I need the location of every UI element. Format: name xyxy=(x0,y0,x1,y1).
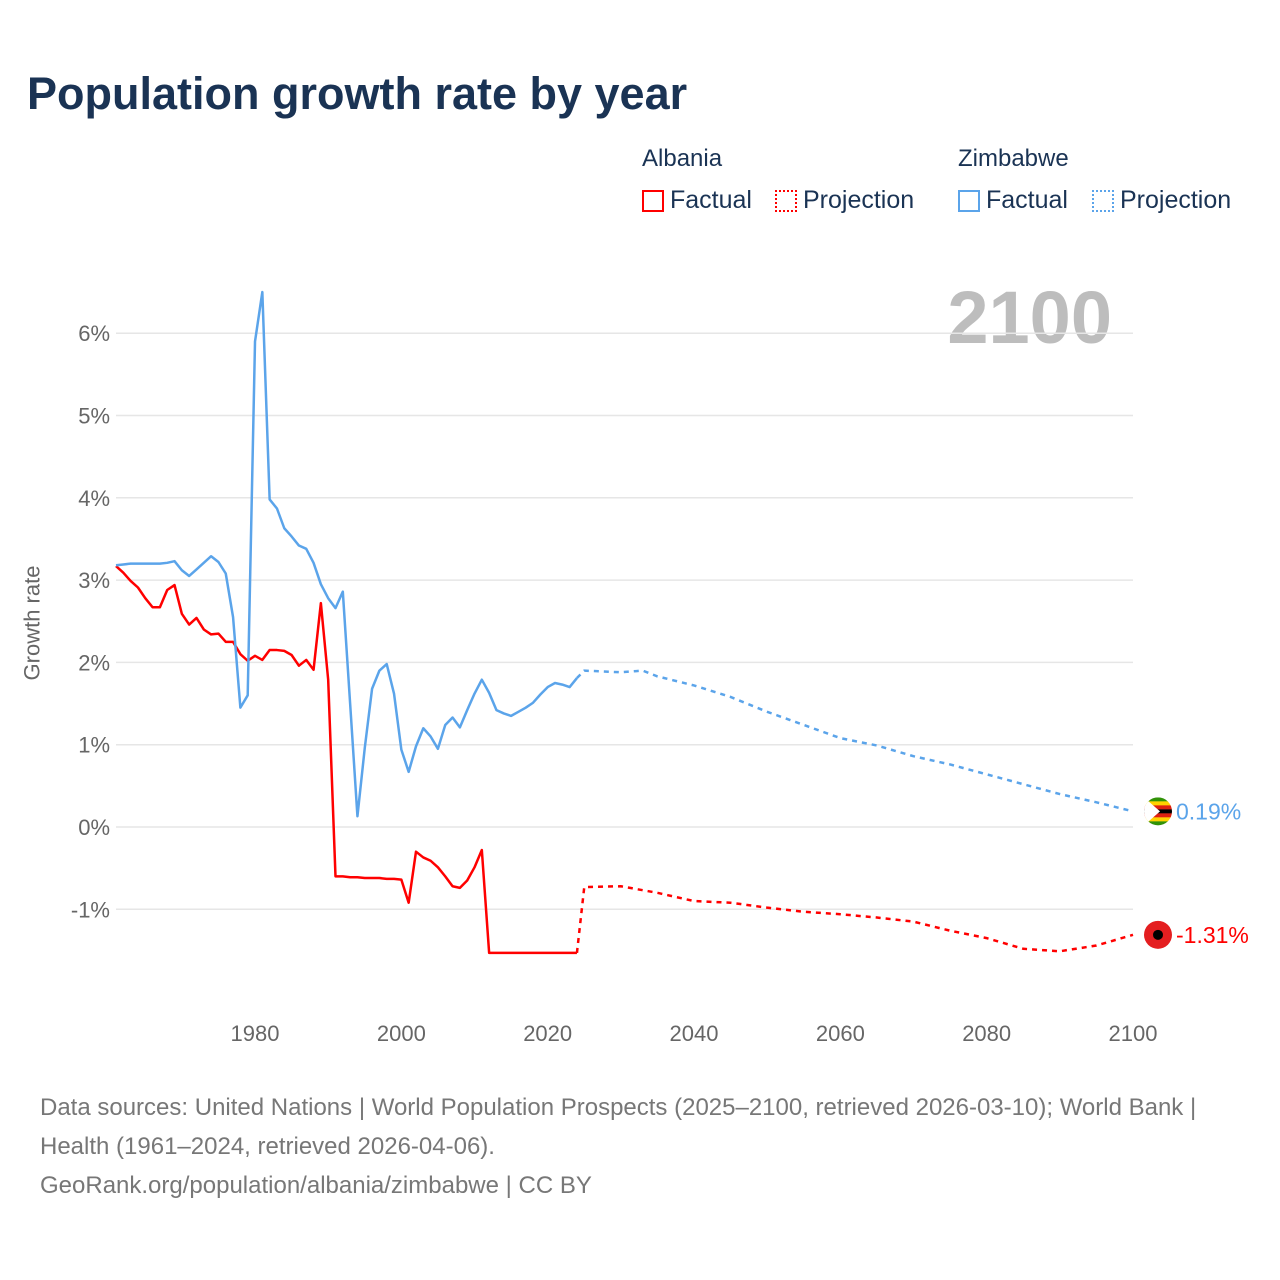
x-tick-label: 2000 xyxy=(377,1021,426,1046)
y-tick-label: 0% xyxy=(78,815,110,840)
legend-group-albania: Albania xyxy=(642,145,723,172)
legend-label: Projection xyxy=(1120,186,1232,214)
y-tick-label: 1% xyxy=(78,733,110,758)
flag-stripe xyxy=(1144,813,1172,818)
x-tick-label: 2060 xyxy=(816,1021,865,1046)
y-tick-label: -1% xyxy=(71,897,110,922)
footer: Data sources: United Nations | World Pop… xyxy=(40,1088,1230,1205)
flag-stripe xyxy=(1144,821,1172,826)
y-tick-label: 4% xyxy=(78,486,110,511)
flag-triangle xyxy=(1144,797,1160,826)
flag-stripe xyxy=(1144,805,1172,810)
flag-stripe xyxy=(1144,817,1172,822)
chart-title: Population growth rate by year xyxy=(27,68,688,119)
x-tick-label: 2100 xyxy=(1109,1021,1158,1046)
legend-swatch xyxy=(958,189,980,212)
x-tick-label: 2020 xyxy=(523,1021,572,1046)
legend-label: Factual xyxy=(670,186,752,214)
y-tick-label: 6% xyxy=(78,321,110,346)
legend-albania-factual[interactable]: Factual xyxy=(642,186,752,215)
legend-group-zimbabwe: Zimbabwe xyxy=(958,145,1069,172)
end-value-label: 0.19% xyxy=(1176,798,1241,824)
x-tick-label: 1980 xyxy=(231,1021,280,1046)
legend-swatch xyxy=(642,189,664,212)
credit-link[interactable]: GeoRank.org/population/albania/zimbabwe … xyxy=(40,1172,592,1199)
legend-swatch xyxy=(1092,189,1114,212)
y-tick-label: 2% xyxy=(78,650,110,675)
legend-zimbabwe-factual[interactable]: Factual xyxy=(958,186,1068,215)
flag-albania-icon xyxy=(1144,920,1172,949)
flag-stripe xyxy=(1144,797,1172,802)
flag-stripe xyxy=(1144,801,1172,806)
flag-zimbabwe-icon xyxy=(1144,797,1172,826)
legend-albania-projection[interactable]: Projection xyxy=(775,186,914,215)
end-value-label: -1.31% xyxy=(1176,922,1249,948)
line-zimbabwe-factual xyxy=(115,290,578,818)
year-display: 2100 xyxy=(947,276,1112,359)
legend-label: Projection xyxy=(803,186,915,214)
y-tick-label: 5% xyxy=(78,404,110,429)
y-tick-label: 3% xyxy=(78,568,110,593)
legend-label: Factual xyxy=(986,186,1068,214)
legend-zimbabwe-projection[interactable]: Projection xyxy=(1092,186,1231,215)
x-tick-label: 2040 xyxy=(670,1021,719,1046)
x-tick-label: 2080 xyxy=(962,1021,1011,1046)
line-albania-factual xyxy=(115,565,577,955)
legend-swatch xyxy=(775,189,797,212)
line-zimbabwe-projection xyxy=(576,669,1134,813)
flag-eagle xyxy=(1153,929,1163,940)
line-albania-projection xyxy=(575,885,1134,954)
data-sources: Data sources: United Nations | World Pop… xyxy=(40,1094,1197,1160)
